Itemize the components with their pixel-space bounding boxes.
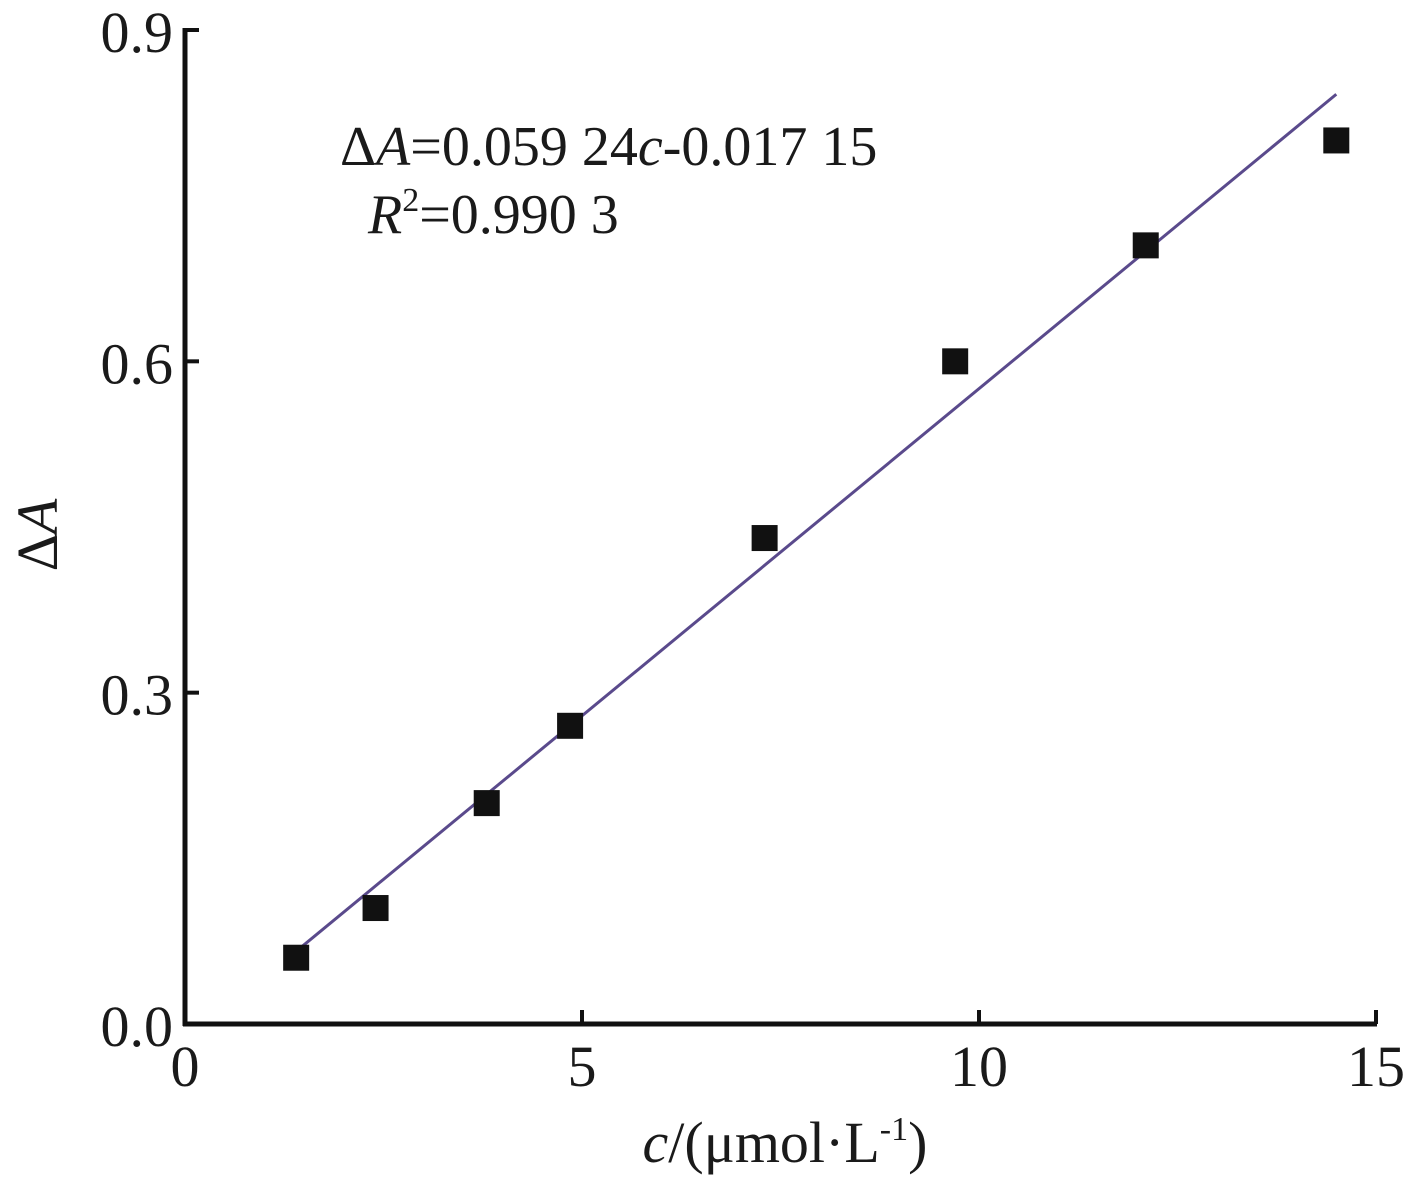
- fit-line: [295, 93, 1338, 953]
- y-tick-label: 0.6: [101, 331, 174, 396]
- equation-annotation: ΔA=0.059 24c-0.017 15: [340, 116, 877, 178]
- data-point: [557, 712, 584, 739]
- x-axis-label: c/(μmol·L-1): [643, 1110, 928, 1175]
- data-point: [473, 790, 500, 817]
- x-tick-label: 0: [171, 1034, 200, 1099]
- data-point: [1132, 232, 1159, 259]
- y-axis-label: ΔA: [5, 498, 70, 571]
- data-point: [751, 525, 778, 552]
- axes: [182, 28, 1377, 1027]
- data-point: [362, 895, 389, 922]
- data-point: [1323, 127, 1350, 154]
- ticks: [185, 28, 1378, 1024]
- data-points: [283, 127, 1350, 971]
- x-tick-label: 10: [950, 1034, 1008, 1099]
- data-point: [283, 944, 310, 971]
- fit-line-group: [295, 93, 1338, 953]
- x-tick-label: 15: [1347, 1034, 1405, 1099]
- y-tick-label: 0.3: [101, 663, 174, 728]
- data-point: [942, 348, 969, 375]
- r-squared-annotation: R2=0.990 3: [367, 182, 619, 246]
- y-tick-label: 0.9: [101, 0, 174, 65]
- y-tick-label: 0.0: [101, 994, 174, 1059]
- x-tick-label: 5: [568, 1034, 597, 1099]
- tick-labels: 0 5 10 15 0.0 0.3 0.6 0.9: [101, 0, 1406, 1099]
